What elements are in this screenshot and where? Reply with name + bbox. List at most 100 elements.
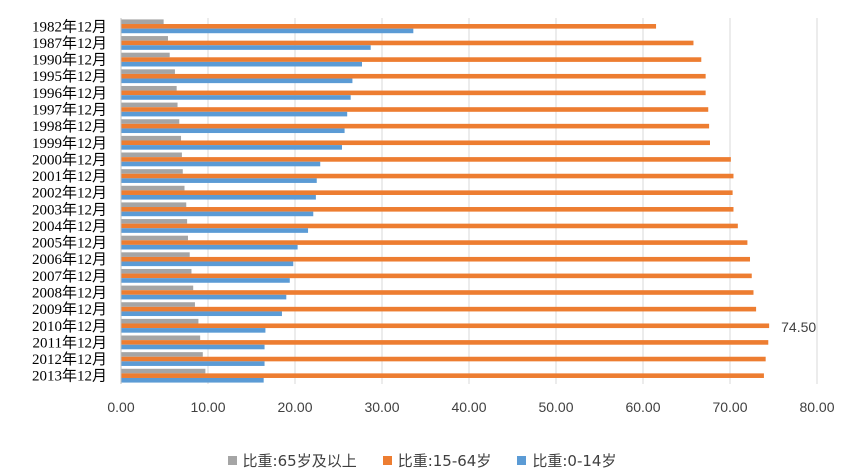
x-tick-label: 40.00 [451,399,486,415]
x-tick-label: 50.00 [538,399,573,415]
category-label: 2001年12月 [32,168,107,185]
x-tick-label: 0.00 [107,399,134,415]
bar-65-plus [121,302,195,307]
bar-15-64 [121,373,764,378]
bar-15-64 [121,157,731,162]
bar-65-plus [121,268,192,274]
legend-swatch-65-plus [227,455,237,465]
bar-0-14 [121,111,348,117]
bar-0-14 [121,178,317,183]
bar-15-64 [121,323,770,329]
x-tick-label: 60.00 [625,399,660,415]
legend-label-65-plus: 比重:65岁及以上 [242,451,357,470]
bar-65-plus [121,285,194,291]
x-tick-label: 70.00 [712,399,747,415]
category-label: 1998年12月 [32,118,107,135]
bar-15-64 [121,107,709,112]
bar-65-plus [121,235,188,241]
bar-15-64 [121,340,769,345]
x-tick-label: 30.00 [364,399,399,415]
bar-0-14 [121,95,351,100]
bar-65-plus [121,135,182,141]
category-label: 1997年12月 [32,102,107,119]
legend-item-65-plus: 比重:65岁及以上 [227,450,357,471]
bar-0-14 [121,244,298,250]
bar-15-64 [121,240,748,245]
bar-15-64 [121,207,734,212]
bar-0-14 [121,278,290,283]
x-tick-labels: 0.00 10.00 20.00 30.00 40.00 50.00 60.00 70.00 8… [107,399,834,415]
bar-15-64 [121,256,751,262]
bar-0-14 [121,294,287,300]
legend: 比重:65岁及以上 比重:15-64岁 比重:0-14岁 [0,448,844,472]
legend-item-0-14: 比重:0-14岁 [517,450,616,471]
bar-65-plus [121,36,168,41]
x-tick-label: 20.00 [277,399,312,415]
legend-item-15-64: 比重:15-64岁 [382,450,492,471]
bar-15-64 [121,24,657,29]
bar-65-plus [121,219,188,224]
bar-65-plus [121,102,178,108]
bar-15-64 [121,57,702,62]
category-label: 1987年12月 [32,35,107,52]
x-tick-label: 10.00 [190,399,225,415]
category-label: 2002年12月 [32,185,107,202]
x-tick-label: 80.00 [799,399,834,415]
bar-0-14 [121,61,362,67]
bar-65-plus [121,52,170,58]
bar-65-plus [121,85,177,91]
bar-15-64 [121,173,734,179]
category-label: 1996年12月 [32,85,107,102]
category-label: 2012年12月 [32,351,107,368]
bar-65-plus [121,252,190,257]
category-label: 2013年12月 [32,368,107,385]
bar-0-14 [121,28,414,34]
bar-0-14 [121,261,294,267]
legend-label-0-14: 比重:0-14岁 [532,451,617,470]
bar-0-14 [121,128,345,134]
bar-15-64 [121,290,754,295]
category-label: 2010年12月 [32,318,107,335]
bar-65-plus [121,368,206,374]
bar-15-64 [121,190,733,195]
bar-0-14 [121,328,266,333]
category-label: 1990年12月 [32,52,107,69]
bar-0-14 [121,194,316,200]
bar-15-64 [121,306,757,312]
category-label: 1995年12月 [32,68,107,85]
bar-65-plus [121,152,182,158]
bar-65-plus [121,352,203,357]
category-label: 2011年12月 [33,334,107,351]
bar-15-64 [121,123,710,129]
bar-0-14 [121,78,353,84]
category-label: 1999年12月 [32,135,107,152]
bar-65-plus [121,169,183,174]
bar-15-64 [121,223,738,229]
category-label: 2005年12月 [32,235,107,252]
legend-swatch-0-14 [517,455,527,465]
bar-15-64 [121,140,710,146]
bar-15-64 [121,40,694,46]
bar-15-64 [121,90,706,96]
bar-65-plus [121,19,164,25]
bar-0-14 [121,161,321,167]
category-label: 1982年12月 [32,18,107,35]
category-label: 2009年12月 [32,301,107,318]
category-label: 2000年12月 [32,151,107,168]
legend-label-15-64: 比重:15-64岁 [397,451,492,470]
legend-swatch-15-64 [382,455,392,465]
bar-0-14 [121,145,342,150]
bar-65-plus [121,335,201,341]
category-label: 2004年12月 [32,218,107,235]
bar-65-plus [121,202,187,208]
bar-65-plus [121,318,199,324]
category-label: 2007年12月 [32,268,107,285]
bar-0-14 [121,361,265,366]
data-label: 74.50 [781,319,816,335]
bar-0-14 [121,377,264,383]
category-label: 2003年12月 [32,201,107,218]
bar-0-14 [121,344,265,350]
bar-0-14 [121,311,282,317]
category-label: 2008年12月 [32,285,107,302]
